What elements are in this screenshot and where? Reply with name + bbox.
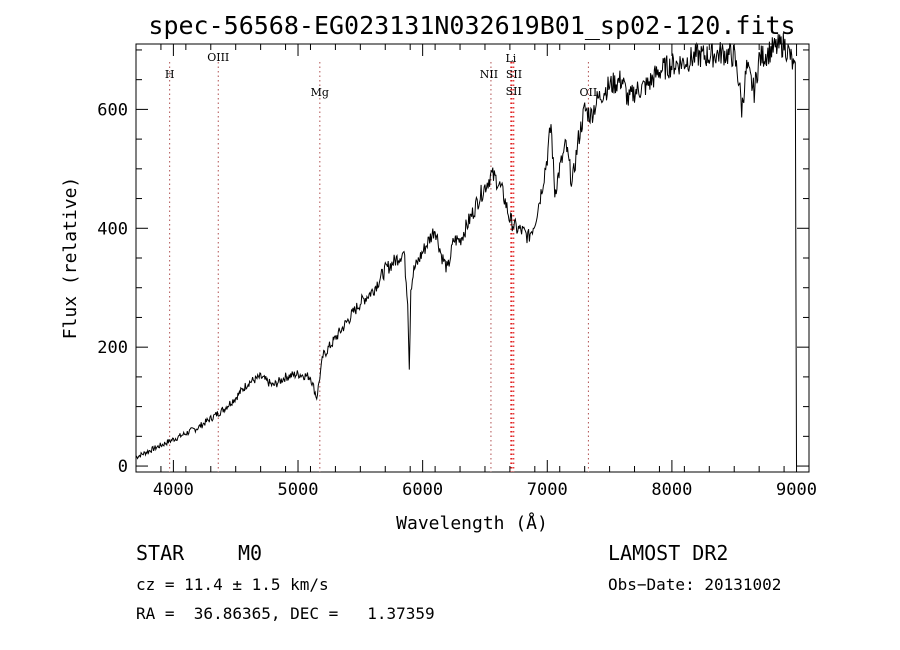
spectral-line-label: SII <box>506 68 522 81</box>
x-tick-label: 9000 <box>776 480 817 500</box>
spectral-line-label: SII <box>506 85 522 98</box>
annotation-layer: H OIII Mg NII Li SII SII OII <box>165 51 597 472</box>
y-tick-label: 0 <box>118 457 128 477</box>
survey-name: LAMOST DR2 <box>608 541 729 565</box>
spectral-line-label: Li <box>505 52 516 65</box>
object-class: STAR <box>136 541 185 565</box>
tick-layer: 4000 5000 6000 7000 8000 9000 0 200 400 600 <box>97 44 817 500</box>
chart-title: spec-56568-EG023131N032619B01_sp02-120.f… <box>148 11 795 40</box>
object-subclass: M0 <box>238 541 263 565</box>
plot-frame <box>135 43 810 473</box>
obs-date: Obs−Date: 20131002 <box>608 575 782 594</box>
spectral-line-label: NII <box>480 68 498 81</box>
y-tick-label: 200 <box>97 338 128 358</box>
y-tick-label: 400 <box>97 219 128 239</box>
y-axis-label: Flux (relative) <box>60 177 81 340</box>
x-tick-label: 7000 <box>527 480 568 500</box>
redshift-text: cz = 11.4 ± 1.5 km/s <box>136 575 329 594</box>
spectral-line-label: OII <box>580 86 598 99</box>
y-tick-label: 600 <box>97 100 128 120</box>
spectral-line-label: OIII <box>207 51 229 64</box>
spectral-line-label: Mg <box>311 86 329 99</box>
x-tick-label: 5000 <box>278 480 319 500</box>
x-tick-label: 4000 <box>153 480 194 500</box>
x-tick-label: 6000 <box>402 480 443 500</box>
x-tick-label: 8000 <box>651 480 692 500</box>
x-axis-label: Wavelength (Å) <box>396 512 548 534</box>
spectral-line-label: H <box>165 68 175 81</box>
coordinates: RA = 36.86365, DEC = 1.37359 <box>136 604 435 623</box>
spectrum-line <box>135 33 797 467</box>
